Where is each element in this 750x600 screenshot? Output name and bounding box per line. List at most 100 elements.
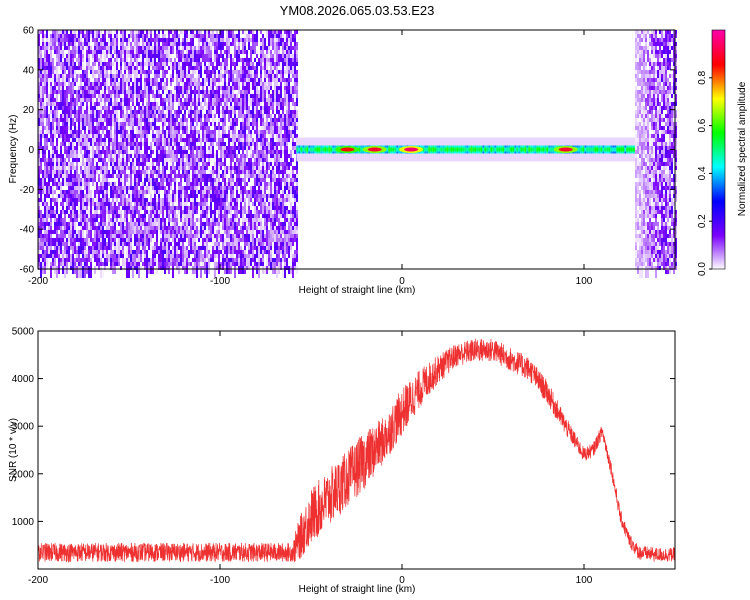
heatmap-cell	[250, 170, 252, 174]
heatmap-cell	[180, 198, 182, 202]
heatmap-cell	[70, 262, 72, 266]
heatmap-cell	[196, 58, 198, 62]
heatmap-cell	[124, 38, 126, 42]
heatmap-cell	[108, 154, 110, 166]
heatmap-cell	[162, 126, 164, 130]
heatmap-cell	[80, 34, 82, 38]
heatmap-cell	[80, 146, 82, 154]
heatmap-cell	[192, 30, 194, 34]
heatmap-cell	[176, 114, 178, 126]
heatmap-cell	[250, 246, 252, 250]
heatmap-cell	[160, 254, 162, 262]
heatmap-cell	[206, 30, 208, 38]
heatmap-cell	[158, 262, 160, 270]
heatmap-cell	[210, 134, 212, 138]
heatmap-cell	[228, 38, 230, 42]
heatmap-cell	[58, 178, 60, 182]
heatmap-cell	[244, 122, 246, 126]
heatmap-cell	[130, 238, 132, 242]
heatmap-cell	[156, 118, 158, 122]
heatmap-cell	[186, 122, 188, 126]
heatmap-cell	[138, 174, 140, 178]
heatmap-cell	[156, 134, 158, 138]
heatmap-cell	[132, 86, 134, 98]
heatmap-cell	[230, 118, 232, 122]
heatmap-cell	[84, 266, 86, 278]
heatmap-cell	[66, 54, 68, 58]
heatmap-cell	[202, 94, 204, 98]
heatmap-cell	[152, 90, 154, 94]
heatmap-cell	[50, 262, 52, 266]
heatmap-cell	[126, 118, 128, 122]
heatmap-cell	[48, 258, 50, 262]
heatmap-cell	[162, 266, 164, 270]
heatmap-cell	[176, 34, 178, 38]
heatmap-cell	[60, 114, 62, 122]
heatmap-cell	[106, 130, 108, 138]
heatmap-cell	[132, 222, 134, 230]
heatmap-cell	[120, 46, 122, 50]
heatmap-cell	[180, 102, 182, 106]
heatmap-cell	[110, 78, 112, 82]
heatmap-cell	[200, 218, 202, 222]
heatmap-cell	[124, 130, 126, 134]
heatmap-cell	[176, 250, 178, 254]
heatmap-cell	[176, 194, 178, 202]
heatmap-cell	[206, 246, 208, 254]
heatmap-cell	[132, 66, 134, 74]
heatmap-cell	[128, 166, 130, 170]
heatmap-cell	[54, 50, 56, 54]
heatmap-cell	[250, 162, 252, 166]
heatmap-cell	[168, 178, 170, 182]
heatmap-cell	[204, 130, 206, 134]
heatmap-cell	[244, 106, 246, 110]
heatmap-cell	[128, 154, 130, 162]
heatmap-cell	[86, 150, 88, 154]
heatmap-cell	[110, 42, 112, 46]
heatmap-cell	[132, 146, 134, 150]
heatmap-cell	[172, 230, 174, 234]
heatmap-cell	[206, 266, 208, 278]
heatmap-cell	[102, 170, 104, 174]
heatmap-cell	[168, 162, 170, 170]
heatmap-cell	[244, 266, 246, 270]
heatmap-cell	[152, 86, 154, 90]
heatmap-cell	[96, 78, 98, 82]
heatmap-cell	[218, 246, 220, 250]
heatmap-cell	[230, 106, 232, 110]
heatmap-cell	[82, 42, 84, 46]
heatmap-cell	[228, 150, 230, 154]
heatmap-cell	[248, 230, 250, 234]
heatmap-cell	[50, 266, 52, 278]
heatmap-cell	[164, 118, 166, 126]
heatmap-cell	[240, 50, 242, 54]
heatmap-cell	[94, 226, 96, 230]
heatmap-cell	[74, 78, 76, 82]
heatmap-cell	[184, 134, 186, 138]
heatmap-cell	[256, 90, 258, 94]
heatmap-cell	[170, 110, 172, 114]
heatmap-cell	[228, 154, 230, 158]
heatmap-cell	[88, 46, 90, 54]
heatmap-cell	[206, 142, 208, 146]
heatmap-cell	[44, 250, 46, 262]
heatmap-cell	[66, 122, 68, 126]
heatmap-cell	[232, 30, 234, 38]
heatmap-cell	[228, 114, 230, 122]
heatmap-cell	[52, 190, 54, 194]
heatmap-cell	[214, 210, 216, 214]
heatmap-cell	[236, 170, 238, 174]
heatmap-cell	[96, 226, 98, 234]
heatmap-cell	[162, 150, 164, 154]
heatmap-cell	[256, 162, 258, 166]
heatmap-cell	[46, 106, 48, 110]
heatmap-cell	[92, 174, 94, 178]
heatmap-cell	[138, 106, 140, 110]
heatmap-cell	[250, 258, 252, 266]
heatmap-cell	[150, 170, 152, 174]
heatmap-cell	[62, 254, 64, 266]
heatmap-cell	[128, 94, 130, 98]
heatmap-cell	[148, 186, 150, 194]
heatmap-cell	[234, 34, 236, 38]
heatmap-cell	[104, 66, 106, 70]
